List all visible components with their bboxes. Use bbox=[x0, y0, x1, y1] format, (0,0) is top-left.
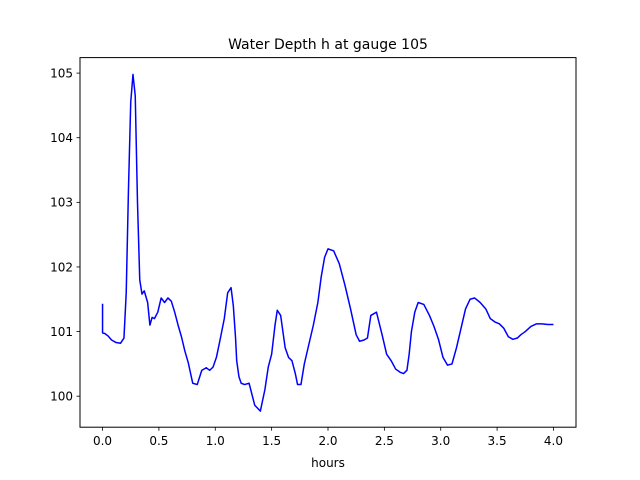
x-tick-label: 3.0 bbox=[431, 434, 450, 448]
plot-area bbox=[101, 73, 554, 412]
x-tick-label: 0.5 bbox=[149, 434, 168, 448]
series-line-0 bbox=[101, 73, 554, 412]
y-tick-label: 105 bbox=[50, 66, 73, 80]
y-tick-label: 103 bbox=[50, 196, 73, 210]
x-axis-label: hours bbox=[311, 456, 345, 470]
y-tick-label: 101 bbox=[50, 325, 73, 339]
y-tick-label: 104 bbox=[50, 131, 73, 145]
chart-title: Water Depth h at gauge 105 bbox=[228, 37, 428, 53]
x-tick-label: 2.0 bbox=[318, 434, 337, 448]
x-tick-label: 3.5 bbox=[488, 434, 507, 448]
x-tick-label: 0.0 bbox=[93, 434, 112, 448]
x-tick-label: 1.0 bbox=[206, 434, 225, 448]
y-axis: 100 101 102 103 104 105 bbox=[50, 66, 80, 403]
x-tick-label: 4.0 bbox=[544, 434, 563, 448]
y-tick-label: 102 bbox=[50, 260, 73, 274]
y-tick-label: 100 bbox=[50, 389, 73, 403]
x-tick-label: 2.5 bbox=[375, 434, 394, 448]
x-axis: 0.0 0.5 1.0 1.5 2.0 2.5 3.0 3.5 4.0 bbox=[93, 427, 563, 448]
x-tick-label: 1.5 bbox=[262, 434, 281, 448]
